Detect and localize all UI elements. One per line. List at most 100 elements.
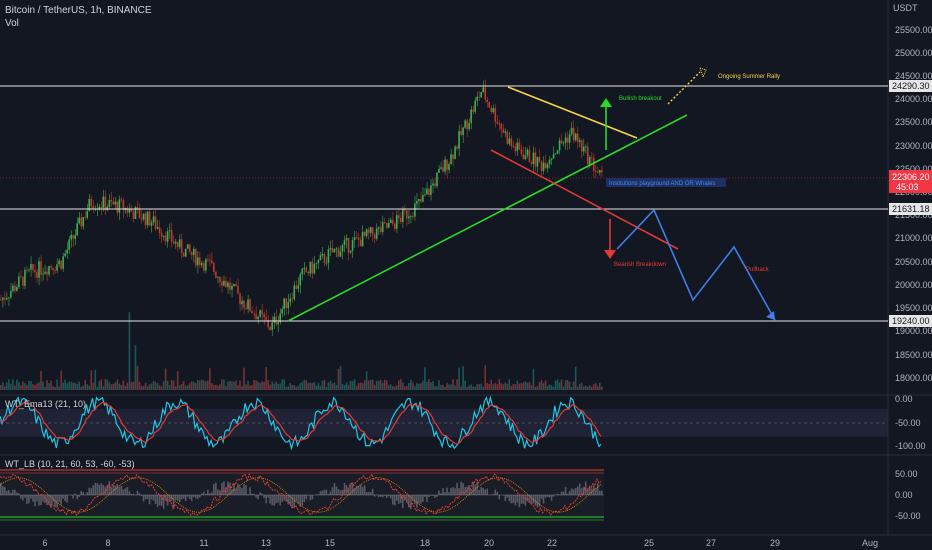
- histogram-bar: [440, 493, 442, 495]
- histogram-bar: [442, 488, 444, 495]
- histogram-bar: [393, 495, 396, 506]
- volume-label[interactable]: Vol: [5, 18, 19, 29]
- projected-path-arrowhead: [766, 311, 775, 320]
- histogram-bar: [574, 487, 577, 495]
- histogram-bar: [576, 486, 579, 495]
- volume-bar: [375, 380, 378, 390]
- candle-body: [249, 299, 251, 312]
- histogram-bar: [339, 490, 342, 495]
- histogram-bar: [94, 482, 97, 495]
- candle-body: [172, 241, 175, 244]
- candle-body: [82, 217, 85, 227]
- volume-bar: [369, 379, 372, 390]
- histogram-bar: [196, 495, 199, 500]
- candle-body: [528, 149, 531, 163]
- candle-body: [108, 200, 111, 207]
- indicator2-title[interactable]: WT_LB (10, 21, 60, 53, -60, -53): [5, 459, 135, 469]
- candle-body: [243, 300, 245, 308]
- histogram-bar: [74, 493, 76, 495]
- volume-bar: [422, 380, 424, 390]
- yellow-downtrend-line[interactable]: [507, 86, 638, 139]
- histogram-bar: [8, 490, 10, 495]
- indicator1-ema-line[interactable]: [0, 401, 602, 445]
- histogram-bar: [470, 489, 472, 495]
- indicator1-wt-line[interactable]: [0, 395, 602, 451]
- volume-bar: [576, 386, 579, 390]
- rally-dotted-arrow[interactable]: [667, 71, 701, 105]
- time-tick: 8: [105, 538, 110, 548]
- candle-body: [536, 156, 539, 167]
- volume-bar: [397, 380, 400, 390]
- volume-bar: [474, 386, 476, 390]
- volume-bar: [285, 386, 288, 390]
- histogram-bar: [456, 482, 458, 495]
- volume-bar: [106, 379, 109, 390]
- histogram-bar: [16, 492, 18, 495]
- candle-body: [385, 222, 388, 228]
- candle-body: [556, 150, 559, 154]
- candle-body: [194, 248, 197, 266]
- volume-bar: [594, 383, 597, 390]
- histogram-bar: [542, 495, 545, 504]
- projected-path-line[interactable]: [616, 208, 776, 321]
- histogram-bar: [450, 487, 452, 495]
- histogram-bar: [359, 484, 362, 495]
- candle-body: [440, 167, 442, 169]
- red-lower-channel-line[interactable]: [490, 149, 679, 250]
- histogram-bar: [590, 488, 593, 495]
- histogram-bar: [566, 493, 569, 495]
- volume-bar: [235, 380, 237, 390]
- volume-bar: [259, 382, 261, 390]
- candle-body: [466, 120, 468, 130]
- volume-bar: [227, 381, 229, 390]
- volume-bar: [223, 379, 225, 390]
- candle-body: [590, 157, 593, 158]
- volume-bar: [500, 383, 503, 390]
- candle-body: [223, 280, 225, 286]
- candle-body: [303, 267, 306, 269]
- candle-body: [333, 249, 336, 253]
- histogram-bar: [247, 494, 249, 495]
- volume-bar: [476, 384, 478, 390]
- volume-bar: [30, 381, 32, 390]
- histogram-bar: [170, 495, 173, 501]
- histogram-bar: [528, 495, 531, 504]
- indicator2-wt2-line[interactable]: [0, 477, 602, 513]
- volume-bar: [333, 382, 336, 390]
- histogram-bar: [203, 491, 205, 495]
- symbol-title[interactable]: Bitcoin / TetherUS, 1h, BINANCE: [5, 5, 152, 16]
- volume-bar: [580, 382, 583, 390]
- histogram-bar: [323, 489, 326, 495]
- candle-body: [196, 257, 199, 266]
- main-pane[interactable]: [0, 0, 888, 395]
- histogram-bar: [213, 484, 215, 495]
- indicator1-title[interactable]: WT_Ema13 (21, 10): [5, 399, 87, 409]
- green-uptrend-line[interactable]: [287, 114, 688, 322]
- candle-body: [359, 239, 362, 247]
- candle-body: [227, 282, 229, 288]
- histogram-bar: [410, 495, 412, 510]
- candle-body: [174, 241, 177, 244]
- histogram-bar: [460, 481, 462, 495]
- volume-bar: [219, 384, 221, 390]
- candle-body: [313, 263, 316, 274]
- candle-body: [444, 159, 446, 172]
- volume-bar: [138, 381, 141, 390]
- volume-bar: [574, 366, 577, 390]
- candle-body: [518, 142, 521, 150]
- volume-bar: [436, 386, 438, 390]
- histogram-bar: [14, 489, 16, 495]
- histogram-bar: [422, 495, 424, 502]
- histogram-bar: [496, 491, 499, 495]
- histogram-bar: [367, 491, 370, 495]
- time-axis-ticks[interactable]: 6 8 11 13 15 18 20 22 25 27 29 Aug: [42, 538, 878, 548]
- candle-body: [40, 261, 42, 275]
- volume-bar: [357, 383, 360, 390]
- histogram-bar: [331, 487, 334, 495]
- volume-bar: [0, 385, 2, 390]
- candle-body: [237, 286, 239, 294]
- candle-body: [267, 319, 269, 328]
- volume-bar: [399, 379, 402, 390]
- histogram-bar: [418, 495, 420, 504]
